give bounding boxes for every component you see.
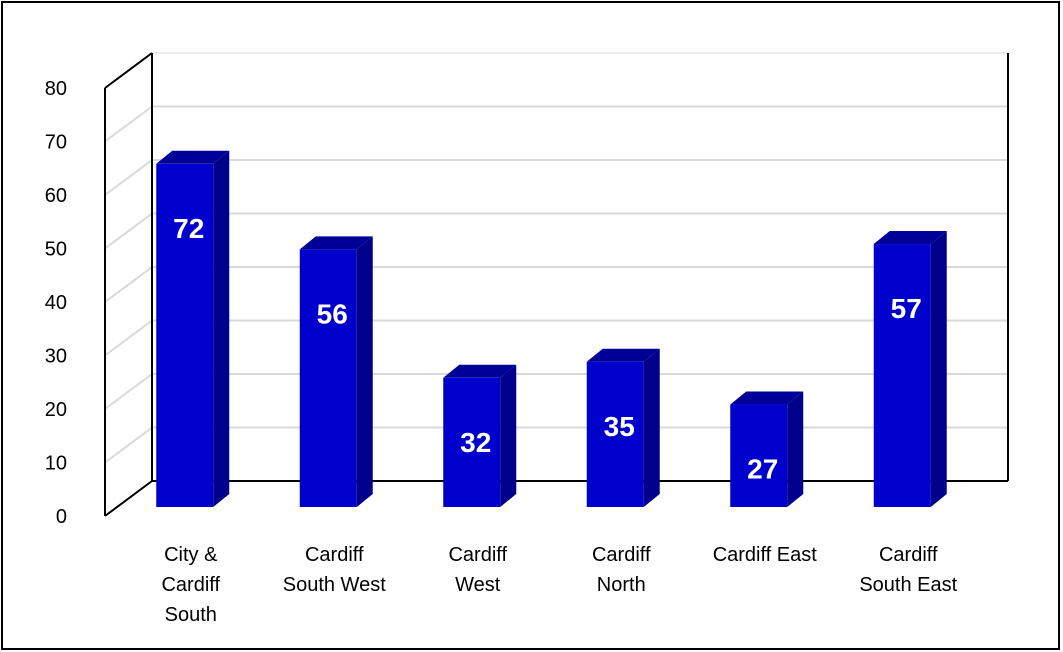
category-label-line: South West bbox=[283, 574, 386, 596]
gridlines bbox=[104, 52, 1008, 464]
category-label-line: South bbox=[165, 604, 217, 626]
side-gridline bbox=[104, 426, 153, 464]
data-label: 57 bbox=[891, 293, 922, 324]
y-tick-label: 20 bbox=[45, 399, 67, 421]
category-label: Cardiff East bbox=[713, 544, 818, 566]
category-label-line: Cardiff East bbox=[713, 544, 818, 566]
category-label-line: Cardiff bbox=[448, 544, 507, 566]
bar-side bbox=[930, 231, 947, 508]
y-tick-label: 80 bbox=[45, 78, 67, 100]
side-gridline bbox=[104, 159, 153, 196]
category-label: Cardiff North bbox=[592, 544, 651, 596]
category-label-line: Cardiff bbox=[161, 574, 220, 596]
y-tick-label: 10 bbox=[45, 453, 67, 475]
side-gridline bbox=[104, 373, 153, 410]
data-label: 56 bbox=[317, 298, 348, 329]
y-tick-label: 30 bbox=[45, 346, 67, 368]
bar-side bbox=[643, 348, 660, 507]
data-label: 35 bbox=[604, 411, 635, 442]
category-label-line: Cardiff bbox=[879, 544, 938, 566]
side-gridline bbox=[104, 319, 153, 357]
bar bbox=[730, 391, 804, 507]
y-tick-label: 60 bbox=[45, 185, 67, 207]
bar-front bbox=[586, 361, 644, 507]
side-gridline bbox=[104, 105, 153, 143]
bar-front bbox=[443, 377, 501, 507]
bar-top bbox=[586, 348, 660, 362]
data-label: 72 bbox=[173, 213, 204, 244]
data-label: 27 bbox=[747, 454, 778, 485]
y-tick-label: 70 bbox=[45, 132, 67, 154]
bar-top bbox=[730, 391, 804, 405]
axes bbox=[104, 52, 1009, 517]
side-gridline bbox=[104, 266, 153, 303]
bar-side bbox=[213, 150, 230, 508]
bar-front bbox=[299, 249, 357, 507]
bar-top bbox=[443, 364, 517, 378]
category-label-line: West bbox=[455, 574, 501, 596]
bar-front bbox=[873, 244, 931, 508]
bar-front bbox=[730, 404, 788, 507]
category-label-line: North bbox=[597, 574, 646, 596]
bars bbox=[156, 150, 947, 508]
bar bbox=[586, 348, 660, 507]
bar bbox=[873, 231, 947, 508]
category-label-line: City & bbox=[164, 544, 218, 566]
bar-side bbox=[356, 236, 373, 507]
data-label: 32 bbox=[460, 427, 491, 458]
category-label-line: Cardiff bbox=[305, 544, 364, 566]
bar bbox=[156, 150, 230, 508]
category-label: Cardiff West bbox=[448, 544, 507, 596]
y-tick-label: 0 bbox=[56, 506, 67, 528]
bar-top bbox=[873, 231, 947, 245]
floor-edge bbox=[104, 480, 153, 517]
bar-front bbox=[156, 163, 214, 508]
bar-side bbox=[500, 364, 517, 507]
labels: 0 10 20 30 40 50 60 70 80 72 City & Cardiff South 56 C… bbox=[45, 78, 958, 626]
y-axis-top-edge bbox=[104, 52, 153, 89]
category-label: City & Cardiff South bbox=[161, 544, 220, 626]
bar-side bbox=[787, 391, 804, 507]
bar bbox=[299, 236, 373, 507]
side-gridline bbox=[104, 212, 153, 250]
y-tick-label: 40 bbox=[45, 292, 67, 314]
category-label: Cardiff South West bbox=[283, 544, 386, 596]
bar-top bbox=[156, 150, 230, 164]
bar-top bbox=[299, 236, 373, 250]
y-tick-label: 50 bbox=[45, 239, 67, 261]
category-label-line: Cardiff bbox=[592, 544, 651, 566]
bar bbox=[443, 364, 517, 507]
bar-chart: 0 10 20 30 40 50 60 70 80 72 City & Cardiff South 56 C… bbox=[45, 52, 1009, 626]
category-label: Cardiff South East bbox=[859, 544, 957, 596]
category-label-line: South East bbox=[859, 574, 957, 596]
